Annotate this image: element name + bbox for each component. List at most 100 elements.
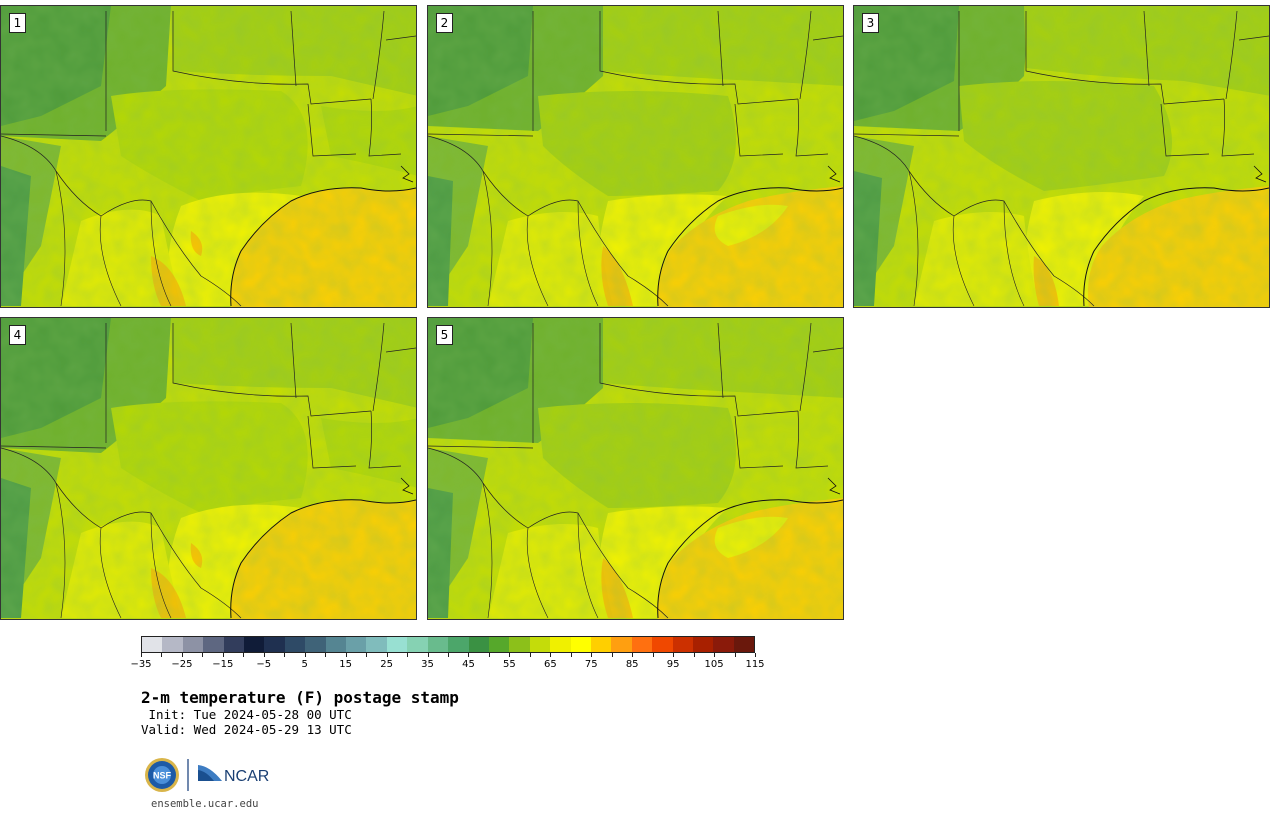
colorbar-tick [325,653,327,657]
map-panel-2: 2 [427,5,844,308]
colorbar-tick-label: −15 [212,659,234,670]
colorbar-tick [222,653,224,657]
colorbar-tick-label: 15 [339,659,353,670]
colorbar-swatch [305,637,326,652]
colorbar-tick [611,653,613,657]
plot-title: 2-m temperature (F) postage stamp [141,688,459,707]
colorbar-tick-label: −5 [256,659,272,670]
colorbar-swatch [672,637,693,652]
nsf-logo-text: NSF [153,771,172,781]
colorbar-tick [529,653,531,657]
colorbar-tick-label: −25 [171,659,193,670]
map-panel-3: 3 [853,5,1270,308]
colorbar-swatch [590,637,612,652]
colorbar-swatch [427,637,449,652]
colorbar-tick [693,653,695,657]
colorbar-tick-label: 65 [543,659,557,670]
colorbar-tick [284,653,286,657]
colorbar-swatch [366,637,387,652]
panel-number: 1 [9,13,26,33]
panel-number: 5 [436,325,453,345]
valid-time: Valid: Wed 2024-05-29 13 UTC [141,722,352,737]
colorbar-tick [652,653,654,657]
map-panel-4: 4 [0,317,417,620]
colorbar-tick-label: 25 [380,659,393,670]
temperature-map [1,318,417,620]
colorbar-tick [509,653,511,657]
colorbar-swatch [488,637,510,652]
colorbar-swatch [713,637,734,652]
colorbar-tick-label: 55 [503,659,516,670]
colorbar-tick-label: 75 [584,659,598,670]
colorbar-swatch [223,637,245,652]
colorbar-tick [366,653,368,657]
temperature-map [854,6,1270,308]
colorbar-swatch [631,637,653,652]
colorbar-tick [755,653,756,657]
ncar-logo-icon: NCAR [198,765,269,785]
colorbar-swatch [550,637,571,652]
colorbar-tick [488,653,490,657]
colorbar-tick-label: 95 [666,659,680,670]
colorbar-swatch [182,637,204,652]
colorbar-tick-label: 35 [421,659,434,670]
colorbar-tick [161,653,163,657]
colorbar-tick [570,653,572,657]
colorbar-tick [734,653,736,657]
colorbar-swatch [142,637,163,652]
colorbar-swatch [203,637,224,652]
colorbar-swatch [611,637,632,652]
map-panel-5: 5 [427,317,844,620]
colorbar-swatch [509,637,530,652]
colorbar-swatch [162,637,183,652]
colorbar-tick-label: 45 [462,659,475,670]
colorbar-tick [141,653,142,657]
colorbar-tick [202,653,204,657]
colorbar-swatch [652,637,673,652]
colorbar-ticks: −35 −25 −15 −5 5 15 25 35 45 55 65 75 85 95 105 115 [130,653,765,673]
colorbar-swatch [244,637,265,652]
panel-number: 4 [9,325,26,345]
panel-number: 2 [436,13,453,33]
colorbar-tick-label: 85 [625,659,639,670]
colorbar-swatch [733,637,755,652]
colorbar-tick [673,653,675,657]
colorbar-swatch [386,637,408,652]
colorbar-swatch [284,637,306,652]
colorbar-tick-label: 105 [704,659,724,670]
colorbar-swatch [468,637,489,652]
map-panel-1: 1 [0,5,417,308]
colorbar-swatch [325,637,347,652]
colorbar-swatch [570,637,591,652]
colorbar-swatch [692,637,714,652]
colorbar-tick [714,653,716,657]
colorbar-tick [243,653,245,657]
ncar-logo-text: NCAR [224,768,269,785]
panel-number: 3 [862,13,879,33]
colorbar-tick-label: −35 [130,659,152,670]
colorbar-swatch [448,637,469,652]
init-time: Init: Tue 2024-05-28 00 UTC [141,707,352,722]
colorbar-tick-label: 5 [301,659,308,670]
temperature-map [428,6,844,308]
colorbar-swatch [529,637,551,652]
colorbar-tick-label: 115 [745,659,765,670]
colorbar-tick [448,653,449,657]
colorbar-swatch [346,637,367,652]
colorbar-tick [427,653,429,657]
colorbar-tick [632,653,634,657]
temperature-map [428,318,844,620]
colorbar-swatch [264,637,285,652]
colorbar-tick [550,653,552,657]
colorbar-swatch [407,637,428,652]
colorbar-tick [181,653,183,657]
temperature-map [1,6,417,308]
colorbar-tick [345,653,347,657]
temperature-colorbar [141,636,755,653]
colorbar-tick [304,653,306,657]
nsf-logo-icon: NSF [145,758,179,792]
nsf-ncar-logo: NSF NCAR [145,758,269,792]
website-url: ensemble.ucar.edu [151,798,259,810]
colorbar-tick [468,653,470,657]
colorbar-tick [386,653,388,657]
